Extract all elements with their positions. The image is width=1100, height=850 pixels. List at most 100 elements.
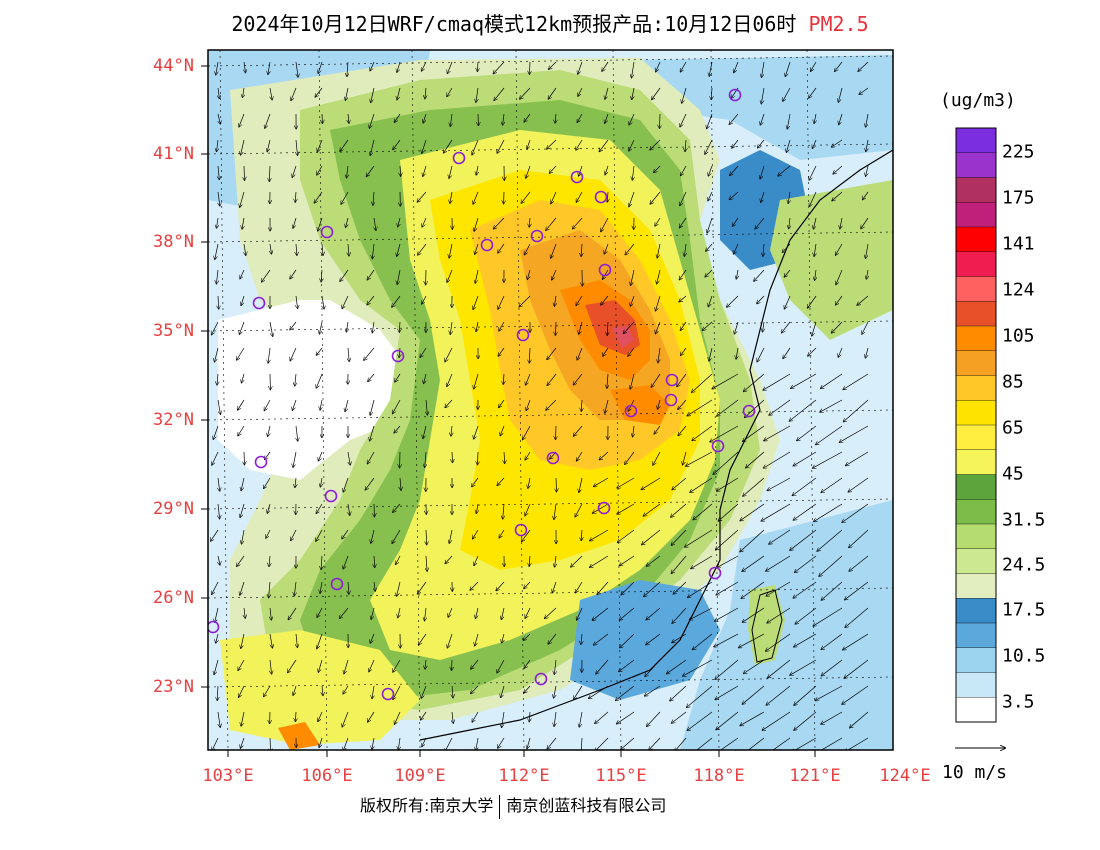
wind-arrow [576,139,583,150]
wind-arrow [295,373,296,386]
wind-arrow [795,607,817,624]
wind-arrow [449,529,453,543]
wind-arrow [595,737,609,750]
wind-arrow [809,87,817,98]
wind-arrow [742,607,765,622]
wind-arrow [821,633,843,649]
lat-label: 29°N [153,499,194,519]
wind-arrow [452,451,453,463]
wind-arrow [372,737,374,749]
pm25-region [278,722,320,750]
wind-arrow [746,451,765,468]
wind-arrow [717,555,739,568]
colorbar-swatch [956,227,996,253]
wind-arrow [525,451,531,460]
wind-arrow [418,633,427,645]
wind-arrow [318,451,323,461]
wind-arrow [643,503,661,516]
wind-arrow [579,711,583,727]
wind-arrow [657,243,661,258]
wind-arrow [843,399,869,422]
wind-arrow [740,711,765,726]
wind-arrow [641,477,661,490]
taiwan-outline [751,589,783,663]
lat-label: 35°N [153,321,194,341]
wind-arrow [426,555,427,571]
wind-arrow [547,139,557,149]
wind-arrow [216,61,218,75]
wind-arrow [655,321,661,334]
wind-arrow [399,321,400,332]
wind-arrow [470,581,479,590]
wind-arrow [423,113,427,123]
wind-arrow [683,451,687,465]
wind-arrow [244,61,246,73]
wind-arrow [849,555,869,571]
wind-arrow [678,399,687,409]
wind-arrow [710,425,739,442]
wind-arrow [476,165,478,175]
wind-arrow [367,295,375,305]
longitude-line [219,50,229,750]
wind-arrow [447,633,453,648]
wind-arrow [364,347,375,360]
wind-arrow [821,711,843,724]
wind-arrow [239,321,245,334]
wind-arrow [655,217,661,226]
wind-arrow [525,503,531,516]
wind-arrow [747,737,765,750]
wind-arrow [554,685,556,698]
wind-arrow [241,295,245,305]
wind-arrow [708,165,713,176]
wind-arrow [689,607,713,620]
wind-arrow [682,87,687,103]
wind-arrow [757,347,765,362]
wind-arrow [316,347,323,355]
wind-arrow [318,711,323,722]
wind-arrow [597,581,609,594]
wind-arrow [763,243,764,256]
wind-arrow [832,139,843,147]
wind-arrow [477,61,478,71]
wind-arrow [808,295,817,308]
longitude-line [806,50,816,750]
wind-arrow [400,477,401,490]
wind-arrow [845,581,869,600]
latitude-line [208,587,893,599]
wind-arrow [812,321,817,336]
wind-arrow [715,659,739,679]
axis-ticks [201,65,816,757]
wind-arrow [474,555,479,566]
wind-arrow [372,321,374,333]
wind-arrow [794,633,817,647]
copyright-left: 版权所有:南京大学 [360,796,494,815]
wind-arrow [216,633,218,643]
wind-arrow [450,191,452,203]
latitude-line [208,676,893,688]
wind-arrow [426,529,427,545]
wind-arrow [784,269,791,277]
wind-arrow [422,61,427,71]
wind-arrow [244,607,245,618]
wind-arrow [743,477,765,496]
wind-arrow [696,737,713,750]
wind-arrow [244,451,245,465]
colorbar-swatch [956,301,996,327]
wind-arrow [592,607,609,620]
wind-arrow [645,685,661,696]
wind-arrow [397,243,401,256]
wind-arrow [520,87,531,99]
wind-arrow [720,737,739,750]
wind-arrow [577,113,583,122]
wind-arrow [684,243,686,256]
wind-arrow [581,633,582,644]
wind-arrow [607,321,608,335]
wind-arrow [523,633,531,640]
wind-arrow [687,685,713,707]
wind-arrow [546,399,557,410]
wind-arrow [238,425,245,436]
wind-arrow [526,165,531,178]
wind-arrow [521,191,531,203]
wind-arrow [790,659,817,675]
wind-arrow [476,737,478,750]
